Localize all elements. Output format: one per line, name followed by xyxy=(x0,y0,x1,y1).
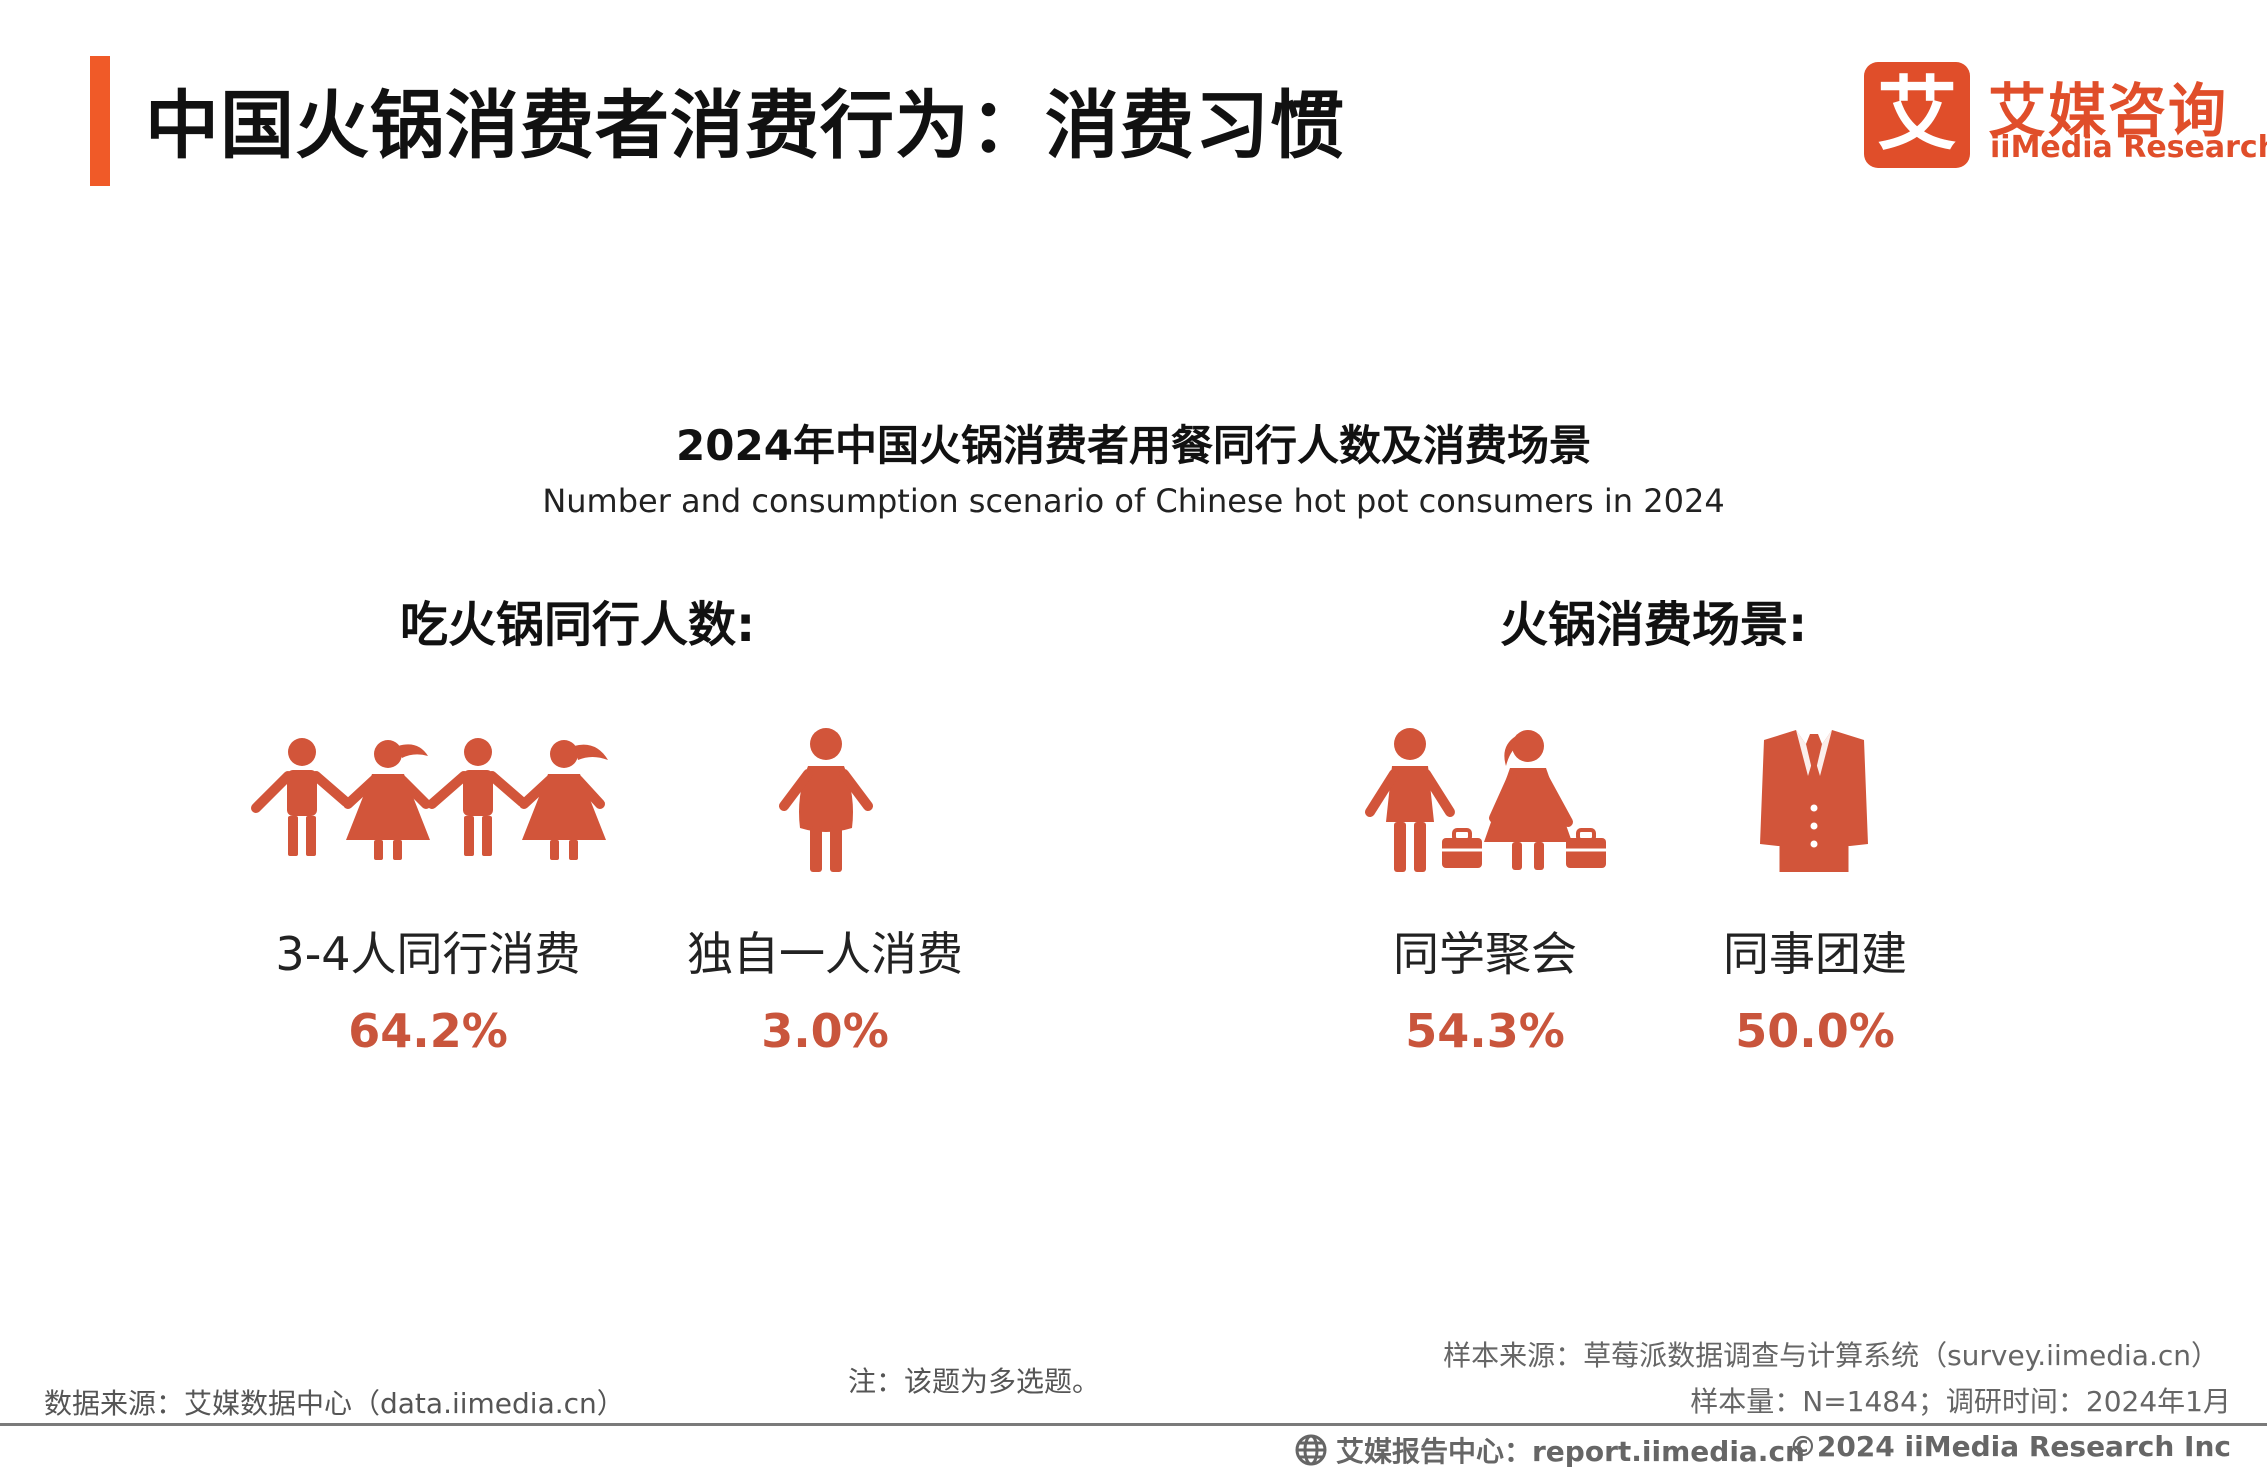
footnote: 注：该题为多选题。 xyxy=(848,1365,1101,1398)
report-center[interactable]: 艾媒报告中心：report.iimedia.cn xyxy=(1294,1430,1805,1470)
report-center-text: 艾媒报告中心：report.iimedia.cn xyxy=(1336,1435,1805,1468)
sample-size: 样本量：N=1484；调研时间：2024年1月 xyxy=(1690,1385,2231,1418)
footer-divider xyxy=(0,1423,2267,1426)
section-title-companions: 吃火锅同行人数: xyxy=(400,597,756,653)
value-team-building: 50.0% xyxy=(1735,1004,1895,1058)
data-source: 数据来源：艾媒数据中心（data.iimedia.cn） xyxy=(44,1387,625,1420)
sample-source: 样本来源：草莓派数据调查与计算系统（survey.iimedia.cn） xyxy=(1443,1339,2219,1372)
value-classmate-gathering: 54.3% xyxy=(1405,1004,1565,1058)
group-of-four-people-icon xyxy=(251,738,608,860)
title-accent-bar xyxy=(90,56,110,186)
label-group-dining: 3-4人同行消费 xyxy=(275,927,581,981)
suit-jacket-icon xyxy=(1760,730,1868,872)
logo-mark xyxy=(1864,62,1970,168)
label-solo-dining: 独自一人消费 xyxy=(687,927,963,981)
chart-title: 2024年中国火锅消费者用餐同行人数及消费场景 xyxy=(676,421,1591,470)
logo-name-en: iiMedia Research xyxy=(1990,130,2267,165)
students-with-briefcases-icon xyxy=(1365,728,1606,872)
single-person-icon xyxy=(779,728,873,872)
globe-icon xyxy=(1295,1434,1327,1466)
logo-glyph: 艾 xyxy=(1877,68,1957,161)
page-title: 中国火锅消费者消费行为：消费习惯 xyxy=(145,83,1345,169)
section-title-scenarios: 火锅消费场景: xyxy=(1500,597,1808,653)
chart-subtitle: Number and consumption scenario of Chine… xyxy=(542,482,1725,520)
label-classmate-gathering: 同学聚会 xyxy=(1393,927,1577,981)
logo-name-cn: 艾媒咨询 xyxy=(1988,77,2229,145)
copyright: ©2024 iiMedia Research Inc xyxy=(1788,1430,2231,1463)
value-group-dining: 64.2% xyxy=(348,1004,508,1058)
label-team-building: 同事团建 xyxy=(1723,927,1907,981)
value-solo-dining: 3.0% xyxy=(761,1004,889,1058)
